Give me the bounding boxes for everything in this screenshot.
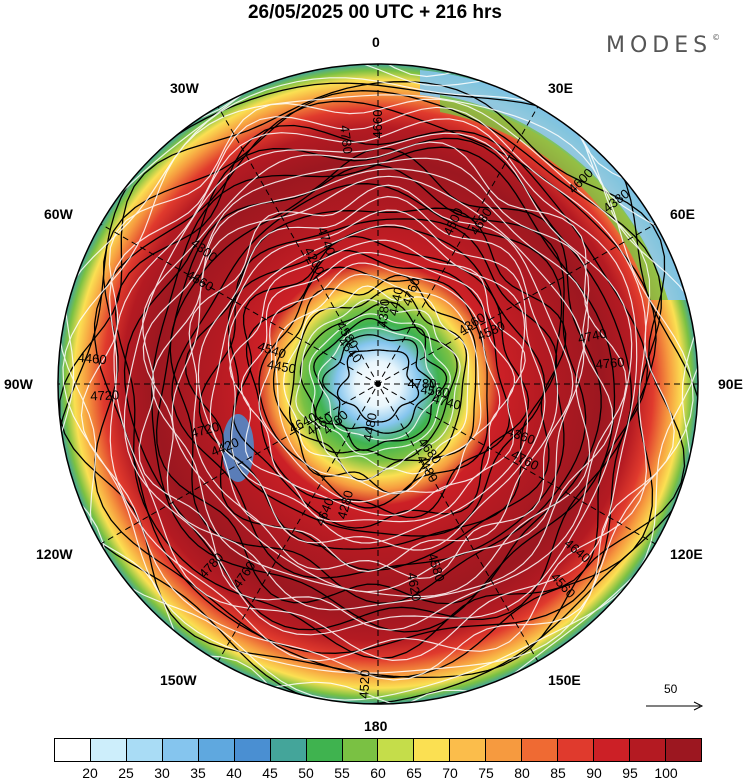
contour-label: 4780	[337, 124, 356, 155]
lon-label-120w: 120W	[36, 546, 73, 562]
colorbar-swatch	[306, 739, 343, 761]
colorbar-tick-label: 100	[654, 765, 678, 781]
contour-label: 4740	[431, 391, 463, 413]
contour-label: 4280	[334, 489, 356, 521]
height-contour	[114, 124, 649, 660]
colorbar-swatch	[665, 739, 701, 761]
colorbar-tick-label: 30	[154, 765, 170, 781]
contour-label: 4660	[370, 110, 385, 139]
colorbar-swatch	[162, 739, 199, 761]
brand-logo: MODES©	[606, 33, 720, 58]
colorbar-tick-label: 90	[586, 765, 602, 781]
contour-label: 4440	[385, 286, 406, 317]
lon-label-30e: 30E	[548, 80, 573, 96]
colorbar-tick-label: 35	[190, 765, 206, 781]
colorbar-tick-label: 40	[226, 765, 242, 781]
colorbar-swatch	[414, 739, 451, 761]
lon-label-150w: 150W	[160, 672, 197, 688]
lon-label-180: 180	[364, 718, 388, 734]
colorbar-tick-label: 45	[262, 765, 278, 781]
colorbar-swatch	[55, 739, 91, 761]
lon-label-60e: 60E	[670, 206, 695, 222]
colorbar-swatch	[522, 739, 559, 761]
lon-label-60w: 60W	[44, 206, 73, 222]
colorbar-swatch	[378, 739, 415, 761]
contour-label: 4780	[408, 376, 437, 391]
colorbar-tick-label: 50	[298, 765, 314, 781]
northeast-green-arc	[440, 95, 668, 300]
contour-label: 4620	[404, 571, 424, 602]
contour-label: 4480	[360, 412, 380, 443]
lon-label-120e: 120E	[670, 546, 703, 562]
reference-vector-arrow	[646, 701, 704, 711]
colorbar-tick-label: 70	[442, 765, 458, 781]
colorbar-tick-label: 20	[82, 765, 98, 781]
colorbar-tick-label: 95	[622, 765, 638, 781]
colorbar-swatch	[234, 739, 271, 761]
colorbar-tick-label: 60	[370, 765, 386, 781]
colorbar-swatch	[594, 739, 630, 761]
west-blue-patch	[222, 414, 254, 482]
colorbar-tick-label: 25	[118, 765, 134, 781]
contour-label: 4460	[77, 350, 107, 367]
lon-label-150e: 150E	[548, 672, 581, 688]
colorbar-tick-label: 80	[514, 765, 530, 781]
north-pole-marker	[375, 381, 381, 387]
height-contour	[313, 317, 448, 451]
colorbar-swatch	[342, 739, 379, 761]
colorbar-swatch	[198, 739, 235, 761]
colorbar-swatch	[486, 739, 523, 761]
contour-label: 4760	[595, 354, 625, 371]
contour-label: 4450	[266, 357, 297, 377]
contour-label: 4380	[375, 298, 392, 328]
brand-name: MODES	[606, 33, 713, 58]
lon-label-30w: 30W	[170, 80, 199, 96]
height-contour	[336, 349, 420, 423]
colorbar-swatch	[90, 739, 127, 761]
contour-label: 4560	[420, 382, 451, 401]
map-title: 26/05/2025 00 UTC + 216 hrs	[247, 2, 503, 23]
colorbar-tick-label: 55	[334, 765, 350, 781]
height-contour	[272, 274, 477, 495]
reference-vector-label: 50	[664, 682, 678, 696]
contour-label: 4720	[90, 387, 120, 403]
colorbar-tick-label: 65	[406, 765, 422, 781]
brand-mark: ©	[712, 33, 721, 42]
colorbar-swatch	[126, 739, 163, 761]
colorbar-swatch	[450, 739, 487, 761]
lon-label-90w: 90W	[4, 376, 33, 392]
map-boundary	[57, 63, 699, 705]
colorbar-swatch	[270, 739, 307, 761]
colorbar-swatch	[558, 739, 595, 761]
wind-streamline	[258, 262, 501, 503]
colorbar	[54, 738, 702, 762]
contour-label: 4720	[189, 419, 221, 441]
lon-label-90e: 90E	[718, 376, 743, 392]
lon-label-0: 0	[372, 34, 380, 50]
colorbar-swatch	[630, 739, 666, 761]
contour-label: 4520	[356, 669, 372, 699]
colorbar-tick-label: 85	[550, 765, 566, 781]
colorbar-tick-label: 75	[478, 765, 494, 781]
contour-label: 4740	[576, 326, 607, 347]
